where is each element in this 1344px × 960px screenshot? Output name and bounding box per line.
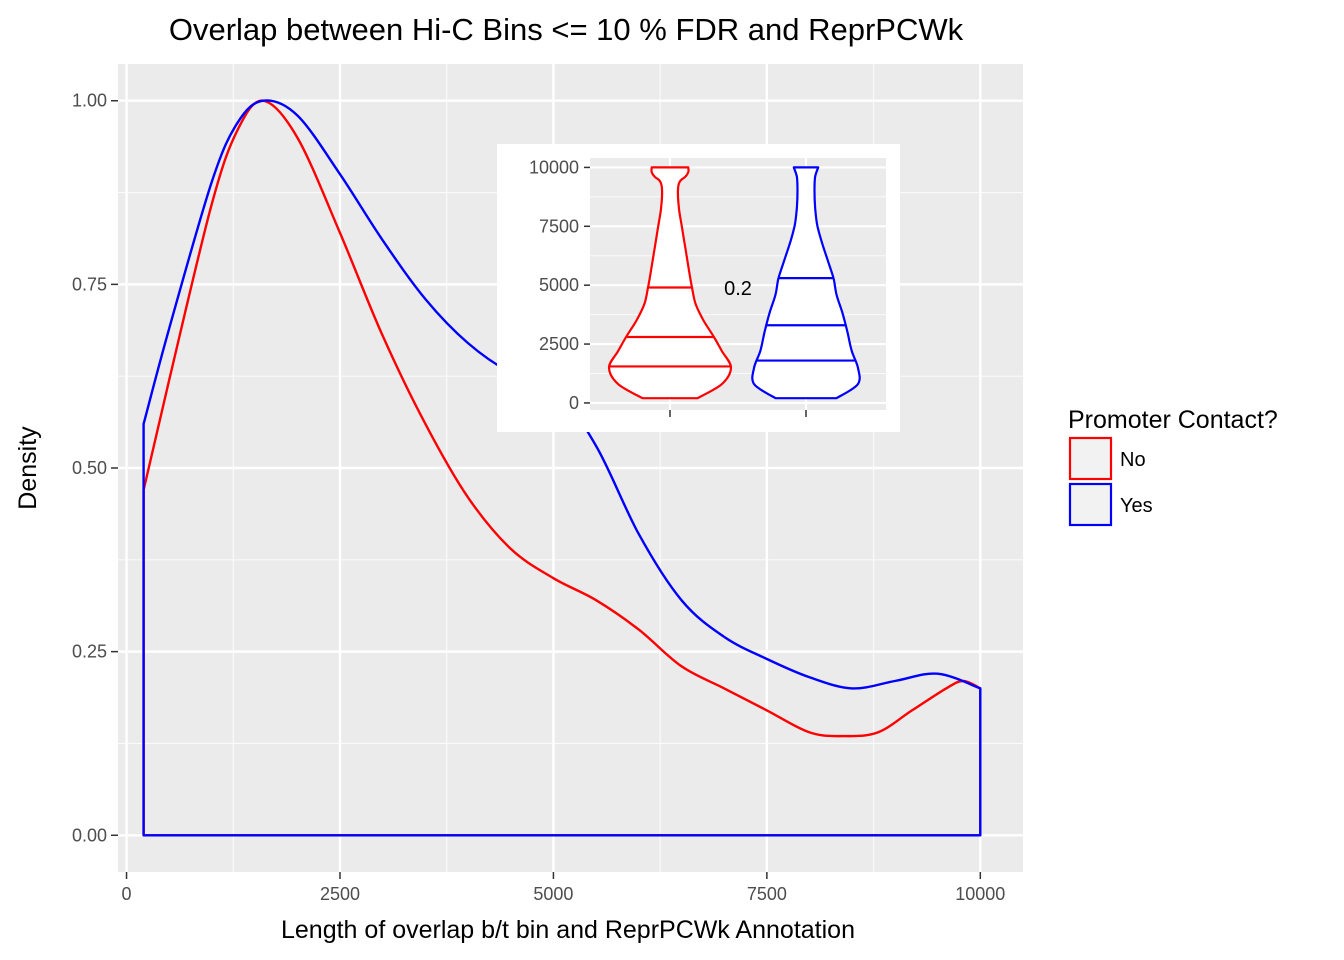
x-tick-label: 0 — [122, 884, 132, 904]
x-tick-label: 10000 — [955, 884, 1005, 904]
legend-title: Promoter Contact? — [1068, 406, 1278, 434]
x-axis-label: Length of overlap b/t bin and ReprPCWk A… — [281, 916, 855, 944]
legend-key-yes — [1068, 482, 1113, 527]
y-tick-label: 0.75 — [72, 274, 107, 294]
legend-key-no — [1068, 436, 1113, 481]
x-tick-label: 7500 — [747, 884, 787, 904]
legend-label-no: No — [1120, 449, 1146, 471]
violin-yes — [751, 166, 861, 400]
x-tick-label: 5000 — [533, 884, 573, 904]
inset-y-tick-label: 0 — [569, 393, 579, 413]
inset-y-tick-label: 5000 — [539, 275, 579, 295]
inset-violins — [607, 166, 861, 400]
legend-label-yes: Yes — [1120, 495, 1153, 517]
chart-title: Overlap between Hi-C Bins <= 10 % FDR an… — [169, 12, 964, 47]
y-axis-ticks: 0.00 0.25 0.50 0.75 1.00 — [72, 91, 118, 845]
inset-y-tick-label: 10000 — [529, 157, 579, 177]
violin-no — [607, 166, 733, 400]
y-axis-label: Density — [14, 426, 42, 510]
y-tick-label: 1.00 — [72, 91, 107, 111]
inset-y-tick-label: 2500 — [539, 334, 579, 354]
legend: No Yes — [1068, 436, 1153, 527]
inset-y-tick-label: 7500 — [539, 216, 579, 236]
inset-x-axis-ticks — [669, 410, 807, 417]
x-axis-ticks: 0 2500 5000 7500 10000 — [122, 872, 1005, 904]
density-curve-no — [142, 99, 982, 837]
y-tick-label: 0.50 — [72, 458, 107, 478]
inset-y-axis-ticks: 0 2500 5000 7500 10000 — [529, 157, 590, 413]
x-tick-label: 2500 — [320, 884, 360, 904]
inset-annotation: 0.2 — [724, 278, 752, 300]
y-tick-label: 0.25 — [72, 642, 107, 662]
y-tick-label: 0.00 — [72, 825, 107, 845]
